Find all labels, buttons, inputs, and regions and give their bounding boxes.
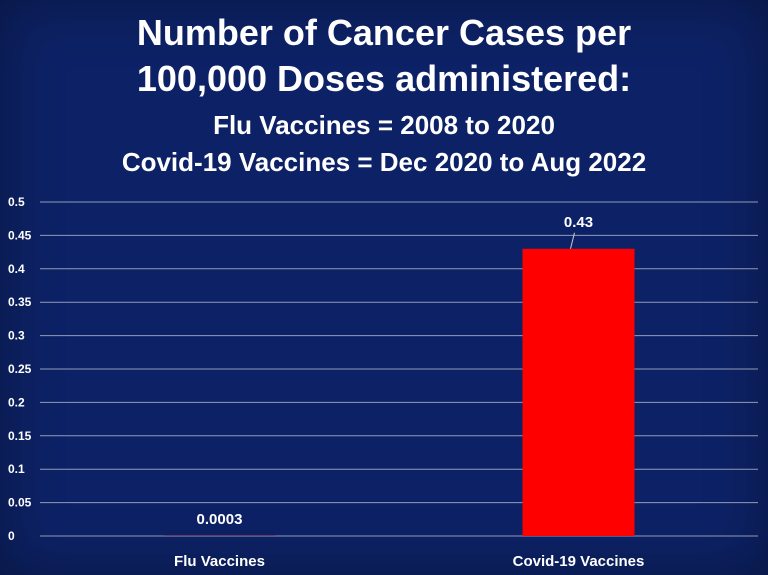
y-tick-label: 0.2 <box>8 395 25 409</box>
x-tick-label: Covid-19 Vaccines <box>513 553 645 570</box>
chart-title-line-2: 100,000 Doses administered: <box>136 58 632 99</box>
y-tick-label: 0.05 <box>8 496 32 510</box>
data-label-leader-line <box>570 232 575 249</box>
bar-1 <box>522 248 635 536</box>
data-label: 0.0003 <box>197 511 243 528</box>
chart-subtitle-line-1: Flu Vaccines = 2008 to 2020 <box>213 110 555 140</box>
x-tick-label: Flu Vaccines <box>174 553 265 570</box>
chart-subtitle-line-2: Covid-19 Vaccines = Dec 2020 to Aug 2022 <box>121 147 647 177</box>
y-tick-label: 0.4 <box>8 262 25 276</box>
x-axis-tick-labels: Flu Vaccines Covid-19 Vaccines <box>174 553 644 570</box>
gridlines <box>40 201 758 537</box>
y-tick-label: 0.35 <box>8 295 32 309</box>
y-tick-label: 0.5 <box>8 195 25 209</box>
chart-title-line-1: Number of Cancer Cases per <box>136 12 632 53</box>
y-tick-label: 0.15 <box>8 429 32 443</box>
y-axis-tick-labels: 0 0.05 0.1 0.15 0.2 0.25 0.3 0.35 0.4 0.45 0.5 <box>8 195 32 543</box>
y-tick-label: 0 <box>8 529 15 543</box>
y-tick-label: 0.25 <box>8 362 32 376</box>
y-tick-label: 0.3 <box>8 329 25 343</box>
y-tick-label: 0.45 <box>8 228 32 242</box>
y-tick-label: 0.1 <box>8 462 25 476</box>
data-label: 0.43 <box>564 214 593 231</box>
bars <box>163 248 635 536</box>
data-labels: 0.0003 0.43 <box>197 214 594 528</box>
chart-title-block: Number of Cancer Cases per 100,000 Doses… <box>0 10 768 180</box>
